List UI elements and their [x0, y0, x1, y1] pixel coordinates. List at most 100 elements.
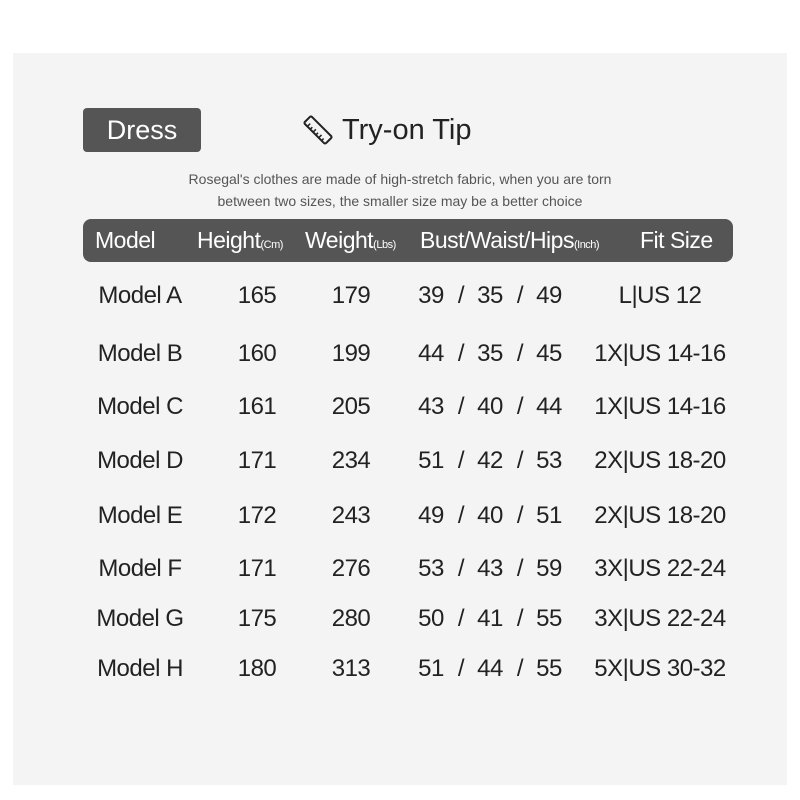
cell-bust: 44: [418, 340, 444, 367]
cell-fit: L|US 12: [618, 282, 702, 309]
cell-model: Model E: [97, 502, 183, 529]
cell-bust: 51: [418, 655, 444, 682]
cell-fit: 5X|US 30-32: [594, 655, 726, 682]
table-row: Model F 171 276 53 / 43 / 59 3X|US 22-24: [0, 555, 800, 585]
header-height-label: Height: [197, 227, 261, 253]
cell-waist: 41: [477, 605, 503, 632]
cell-bust: 49: [418, 502, 444, 529]
cell-waist: 40: [477, 502, 503, 529]
cell-fit: 3X|US 22-24: [594, 555, 726, 582]
header-weight-label: Weight: [305, 227, 374, 253]
cell-bust: 50: [418, 605, 444, 632]
cell-weight: 276: [331, 555, 371, 582]
separator: /: [516, 655, 524, 682]
separator: /: [516, 340, 524, 367]
separator: /: [516, 555, 524, 582]
cell-fit: 1X|US 14-16: [594, 340, 726, 367]
cell-waist: 35: [477, 340, 503, 367]
tip-line: between two sizes, the smaller size may …: [217, 193, 583, 209]
cell-weight: 234: [331, 447, 371, 474]
header-model: Model: [95, 227, 156, 253]
cell-weight: 313: [331, 655, 371, 682]
cell-hips: 45: [536, 340, 562, 367]
cell-fit: 2X|US 18-20: [594, 447, 726, 474]
header-height: Height(Cm): [197, 227, 283, 254]
try-on-tip-heading: Try-on Tip: [302, 108, 471, 152]
cell-model: Model D: [97, 447, 183, 474]
separator: /: [516, 282, 524, 309]
cell-height: 160: [237, 340, 277, 367]
cell-weight: 205: [331, 393, 371, 420]
cell-model: Model G: [96, 605, 184, 632]
separator: /: [457, 605, 465, 632]
separator: /: [457, 655, 465, 682]
cell-bust: 51: [418, 447, 444, 474]
cell-waist: 40: [477, 393, 503, 420]
cell-fit: 1X|US 14-16: [594, 393, 726, 420]
cell-model: Model C: [97, 393, 183, 420]
cell-weight: 280: [331, 605, 371, 632]
table-row: Model E 172 243 49 / 40 / 51 2X|US 18-20: [0, 502, 800, 532]
cell-weight: 243: [331, 502, 371, 529]
cell-height: 165: [237, 282, 277, 309]
cell-waist: 35: [477, 282, 503, 309]
header-weight: Weight(Lbs): [305, 227, 396, 254]
separator: /: [516, 447, 524, 474]
cell-weight: 199: [331, 340, 371, 367]
cell-hips: 44: [536, 393, 562, 420]
cell-bust: 53: [418, 555, 444, 582]
header-measures: Bust/Waist/Hips(Inch): [420, 227, 600, 254]
cell-bust: 43: [418, 393, 444, 420]
tip-title: Try-on Tip: [342, 113, 472, 146]
table-row: Model D 171 234 51 / 42 / 53 2X|US 18-20: [0, 447, 800, 477]
cell-height: 171: [237, 447, 277, 474]
cell-height: 161: [237, 393, 277, 420]
cell-model: Model B: [97, 340, 183, 367]
table-row: Model C 161 205 43 / 40 / 44 1X|US 14-16: [0, 393, 800, 423]
cell-height: 175: [237, 605, 277, 632]
header-measures-label: Bust/Waist/Hips: [420, 227, 574, 253]
cell-fit: 3X|US 22-24: [594, 605, 726, 632]
separator: /: [457, 340, 465, 367]
tip-text: Rosegal's clothes are made of high-stret…: [100, 168, 700, 212]
table-row: Model B 160 199 44 / 35 / 45 1X|US 14-16: [0, 340, 800, 370]
cell-fit: 2X|US 18-20: [594, 502, 726, 529]
separator: /: [516, 393, 524, 420]
cell-waist: 43: [477, 555, 503, 582]
separator: /: [457, 555, 465, 582]
cell-model: Model F: [98, 555, 182, 582]
cell-weight: 179: [331, 282, 371, 309]
table-row: Model H 180 313 51 / 44 / 55 5X|US 30-32: [0, 655, 800, 685]
separator: /: [516, 605, 524, 632]
cell-waist: 42: [477, 447, 503, 474]
tip-line: Rosegal's clothes are made of high-stret…: [188, 171, 612, 187]
cell-waist: 44: [477, 655, 503, 682]
separator: /: [457, 282, 465, 309]
cell-model: Model A: [98, 282, 182, 309]
cell-hips: 51: [536, 502, 562, 529]
cell-hips: 55: [536, 655, 562, 682]
table-row: Model A 165 179 39 / 35 / 49 L|US 12: [0, 282, 800, 312]
cell-hips: 53: [536, 447, 562, 474]
header-weight-unit: (Lbs): [373, 239, 396, 251]
cell-hips: 59: [536, 555, 562, 582]
cell-bust: 39: [418, 282, 444, 309]
header-measures-unit: (Inch): [573, 239, 600, 251]
header-fit: Fit Size: [640, 227, 713, 253]
cell-model: Model H: [97, 655, 183, 682]
cell-height: 180: [237, 655, 277, 682]
table-row: Model G 175 280 50 / 41 / 55 3X|US 22-24: [0, 605, 800, 635]
size-chart-panel: [13, 53, 787, 785]
category-badge: Dress: [83, 108, 201, 152]
ruler-icon: [303, 115, 333, 145]
separator: /: [457, 393, 465, 420]
header-height-unit: (Cm): [260, 239, 283, 251]
separator: /: [457, 502, 465, 529]
cell-hips: 55: [536, 605, 562, 632]
cell-height: 171: [237, 555, 277, 582]
cell-hips: 49: [536, 282, 562, 309]
table-header: Model Height(Cm) Weight(Lbs) Bust/Waist/…: [83, 219, 733, 262]
separator: /: [457, 447, 465, 474]
cell-height: 172: [237, 502, 277, 529]
separator: /: [516, 502, 524, 529]
